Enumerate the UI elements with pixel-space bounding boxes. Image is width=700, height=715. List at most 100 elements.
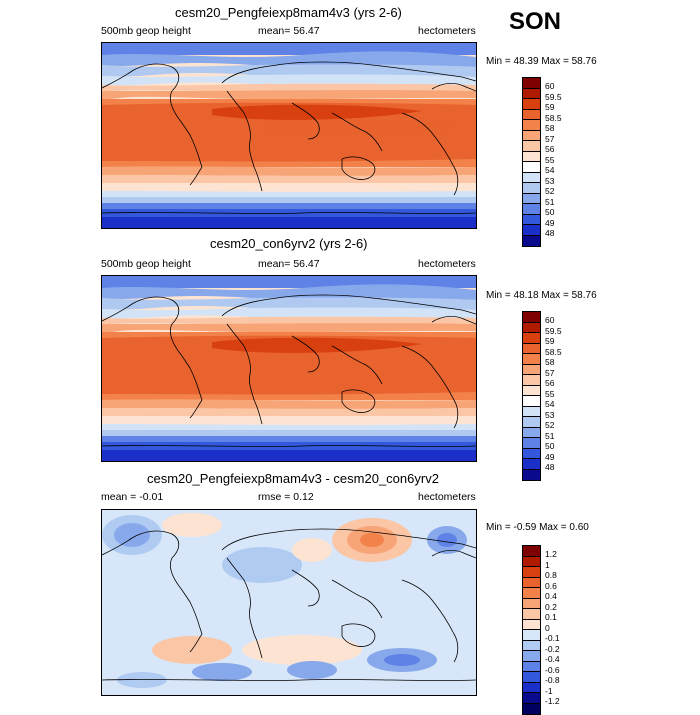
panel3-mean-label: mean = -0.01: [101, 491, 164, 503]
panel3-rmse-label: rmse = 0.12: [258, 491, 314, 503]
colorbar-swatch: [523, 406, 540, 417]
panel2-contour-field: [102, 276, 476, 461]
colorbar-swatch: [523, 183, 540, 194]
colorbar-tick-label: -0.6: [545, 664, 560, 675]
colorbar-tick-label: 48: [545, 228, 555, 238]
colorbar-swatch: [523, 312, 540, 323]
panel3-title: cesm20_Pengfeiexp8mam4v3 - cesm20_con6yr…: [147, 471, 439, 486]
colorbar-tick-label: 58.5: [545, 346, 562, 357]
colorbar-tick-label: 50: [545, 441, 555, 451]
colorbar-tick-label: 51: [545, 430, 555, 441]
colorbar-swatch: [523, 661, 540, 672]
panel3-map: [101, 509, 477, 696]
panel1-title: cesm20_Pengfeiexp8mam4v3 (yrs 2-6): [175, 5, 402, 20]
panel1-mean-label: mean= 56.47: [258, 25, 320, 37]
colorbar-swatch: [523, 343, 540, 354]
colorbar-swatch: [523, 99, 540, 110]
colorbar-swatch: [523, 322, 540, 333]
colorbar-tick-label: 56: [545, 144, 555, 154]
panel1-colorbar: [522, 77, 541, 247]
panel1-minmax: Min = 48.39 Max = 58.76: [486, 56, 597, 67]
colorbar-swatch: [523, 703, 540, 714]
colorbar-swatch: [523, 630, 540, 641]
colorbar-tick-label: 1: [545, 559, 550, 570]
colorbar-swatch: [523, 427, 540, 438]
colorbar-tick-label: -1: [545, 685, 553, 696]
colorbar-tick-label: 1.2: [545, 549, 557, 559]
colorbar-tick-label: 60: [545, 81, 555, 91]
colorbar-tick-label: 55: [545, 154, 555, 165]
panel1-contour-field: [102, 43, 476, 228]
panel3-minmax: Min = -0.59 Max = 0.60: [486, 522, 589, 533]
panel3-units-label: hectometers: [418, 491, 476, 503]
colorbar-tick-label: -0.2: [545, 643, 560, 654]
colorbar-swatch: [523, 162, 540, 173]
colorbar-swatch: [523, 682, 540, 693]
panel3-colorbar: [522, 545, 541, 715]
colorbar-tick-label: 49: [545, 217, 555, 228]
colorbar-tick-label: 0.6: [545, 580, 557, 591]
colorbar-swatch: [523, 354, 540, 365]
colorbar-tick-label: 59.5: [545, 325, 562, 336]
colorbar-tick-label: 57: [545, 133, 555, 144]
colorbar-swatch: [523, 438, 540, 449]
colorbar-swatch: [523, 385, 540, 396]
colorbar-swatch: [523, 88, 540, 99]
colorbar-swatch: [523, 364, 540, 375]
colorbar-tick-label: 0: [545, 622, 550, 633]
colorbar-tick-label: 52: [545, 186, 555, 196]
colorbar-swatch: [523, 109, 540, 120]
colorbar-swatch: [523, 546, 540, 557]
colorbar-tick-label: 59: [545, 336, 555, 346]
colorbar-swatch: [523, 235, 540, 246]
colorbar-swatch: [523, 448, 540, 459]
panel3-contour-field: [102, 510, 476, 695]
season-label: SON: [509, 8, 562, 35]
colorbar-swatch: [523, 567, 540, 578]
colorbar-swatch: [523, 459, 540, 470]
colorbar-swatch: [523, 396, 540, 407]
colorbar-tick-label: -0.4: [545, 654, 560, 664]
colorbar-tick-label: 0.8: [545, 570, 557, 580]
colorbar-tick-label: 56: [545, 378, 555, 388]
colorbar-tick-label: 0.1: [545, 612, 557, 622]
colorbar-tick-label: 58.5: [545, 112, 562, 123]
colorbar-tick-label: -1.2: [545, 696, 560, 706]
panel2-minmax: Min = 48.18 Max = 58.76: [486, 290, 597, 301]
colorbar-tick-label: 60: [545, 315, 555, 325]
colorbar-tick-label: 55: [545, 388, 555, 399]
colorbar-swatch: [523, 130, 540, 141]
panel2-colorbar: [522, 311, 541, 481]
colorbar-swatch: [523, 214, 540, 225]
colorbar-tick-label: 48: [545, 462, 555, 472]
colorbar-tick-label: 54: [545, 165, 555, 175]
colorbar-tick-label: 58: [545, 123, 555, 133]
colorbar-tick-label: 53: [545, 409, 555, 420]
colorbar-tick-label: 53: [545, 175, 555, 186]
colorbar-swatch: [523, 172, 540, 183]
colorbar-swatch: [523, 640, 540, 651]
colorbar-tick-label: 50: [545, 207, 555, 217]
colorbar-swatch: [523, 609, 540, 620]
colorbar-tick-label: -0.8: [545, 675, 560, 685]
colorbar-swatch: [523, 469, 540, 480]
panel2-map: [101, 275, 477, 462]
colorbar-tick-label: 0.4: [545, 591, 557, 601]
colorbar-swatch: [523, 651, 540, 662]
colorbar-tick-label: 51: [545, 196, 555, 207]
colorbar-swatch: [523, 204, 540, 215]
colorbar-swatch: [523, 588, 540, 599]
colorbar-swatch: [523, 598, 540, 609]
colorbar-swatch: [523, 375, 540, 386]
panel2-mean-label: mean= 56.47: [258, 258, 320, 270]
panel1-variable-label: 500mb geop height: [101, 25, 191, 37]
colorbar-swatch: [523, 225, 540, 236]
colorbar-tick-label: -0.1: [545, 633, 560, 643]
colorbar-swatch: [523, 693, 540, 704]
colorbar-tick-label: 59: [545, 102, 555, 112]
colorbar-tick-label: 0.2: [545, 601, 557, 612]
colorbar-swatch: [523, 120, 540, 131]
colorbar-swatch: [523, 556, 540, 567]
colorbar-swatch: [523, 577, 540, 588]
colorbar-tick-label: 59.5: [545, 91, 562, 102]
